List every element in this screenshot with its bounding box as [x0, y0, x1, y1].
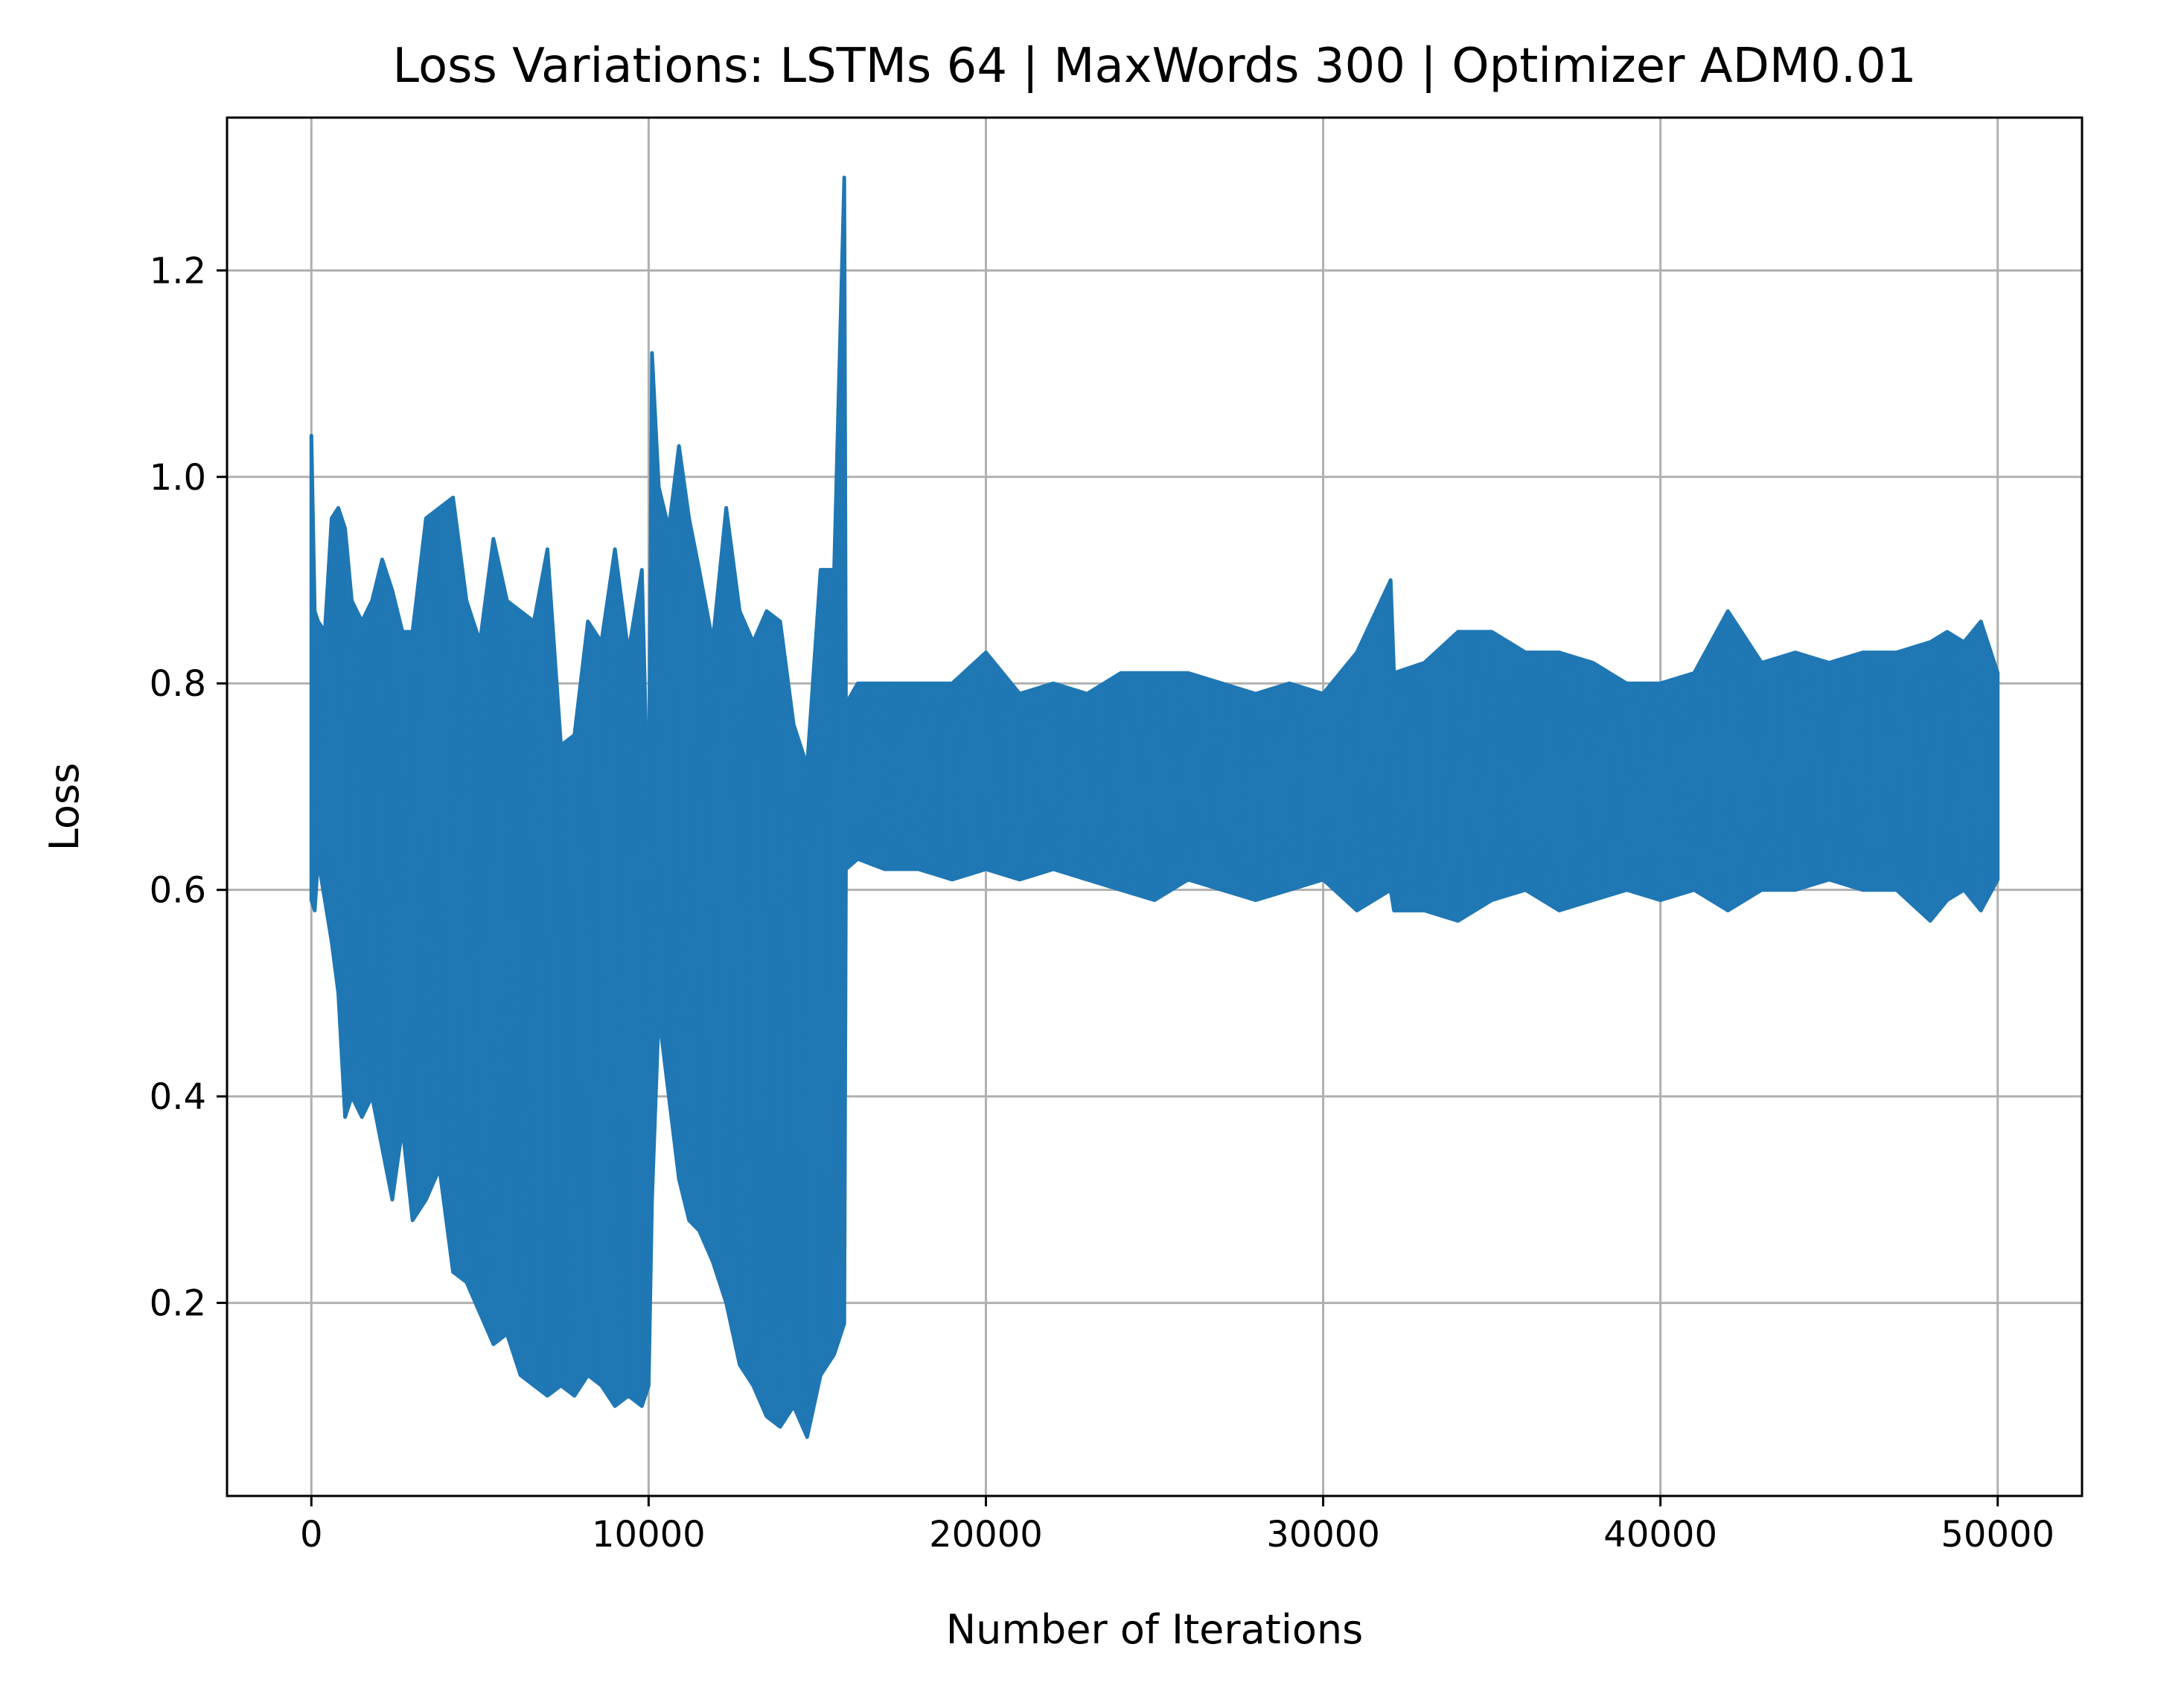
chart-title: Loss Variations: LSTMs 64 | MaxWords 300…	[392, 39, 1916, 94]
ticks: 0 10000 20000 30000 40000 50000 0.2 0.4 0.6 0.8 1.…	[150, 250, 2054, 1555]
y-tick-label: 1.0	[150, 457, 206, 499]
x-tick-label: 0	[300, 1514, 323, 1555]
x-tick-label: 30000	[1266, 1514, 1380, 1555]
x-tick-label: 40000	[1603, 1514, 1717, 1555]
y-tick-label: 0.8	[150, 663, 206, 705]
x-tick-label: 10000	[592, 1514, 706, 1555]
x-tick-label: 50000	[1941, 1514, 2054, 1555]
loss-series-line	[310, 284, 1999, 1413]
x-tick-label: 20000	[929, 1514, 1043, 1555]
y-tick-label: 0.4	[150, 1076, 206, 1118]
x-axis-label: Number of Iterations	[946, 1606, 1364, 1653]
plot-area	[309, 176, 2000, 1439]
y-axis-label: Loss	[41, 763, 88, 851]
y-tick-label: 0.2	[150, 1283, 206, 1325]
axes-frame	[226, 116, 2084, 1497]
y-tick-label: 0.6	[150, 870, 206, 912]
y-tick-label: 1.2	[150, 250, 206, 292]
